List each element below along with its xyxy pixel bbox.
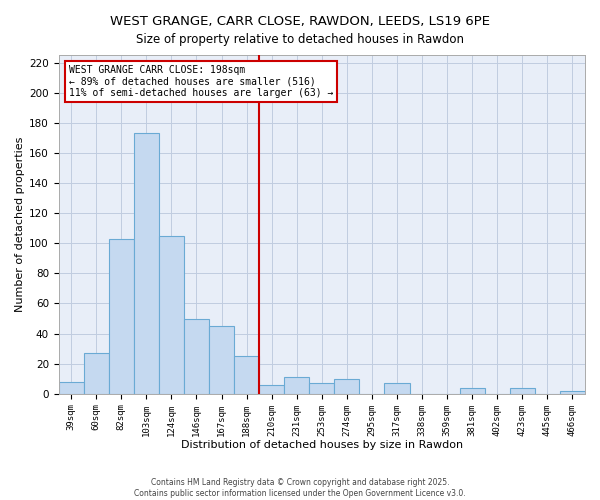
- Bar: [385, 384, 410, 394]
- Bar: [309, 384, 334, 394]
- Bar: [234, 356, 259, 394]
- Bar: [460, 388, 485, 394]
- Text: WEST GRANGE CARR CLOSE: 198sqm
← 89% of detached houses are smaller (516)
11% of: WEST GRANGE CARR CLOSE: 198sqm ← 89% of …: [69, 65, 334, 98]
- Bar: [284, 378, 309, 394]
- Bar: [109, 238, 134, 394]
- Bar: [334, 379, 359, 394]
- Bar: [259, 385, 284, 394]
- Bar: [134, 134, 159, 394]
- Bar: [560, 391, 585, 394]
- Text: Size of property relative to detached houses in Rawdon: Size of property relative to detached ho…: [136, 32, 464, 46]
- Bar: [84, 353, 109, 394]
- Bar: [59, 382, 84, 394]
- Bar: [159, 236, 184, 394]
- X-axis label: Distribution of detached houses by size in Rawdon: Distribution of detached houses by size …: [181, 440, 463, 450]
- Bar: [209, 326, 234, 394]
- Text: Contains HM Land Registry data © Crown copyright and database right 2025.
Contai: Contains HM Land Registry data © Crown c…: [134, 478, 466, 498]
- Text: WEST GRANGE, CARR CLOSE, RAWDON, LEEDS, LS19 6PE: WEST GRANGE, CARR CLOSE, RAWDON, LEEDS, …: [110, 15, 490, 28]
- Bar: [184, 318, 209, 394]
- Bar: [510, 388, 535, 394]
- Y-axis label: Number of detached properties: Number of detached properties: [15, 136, 25, 312]
